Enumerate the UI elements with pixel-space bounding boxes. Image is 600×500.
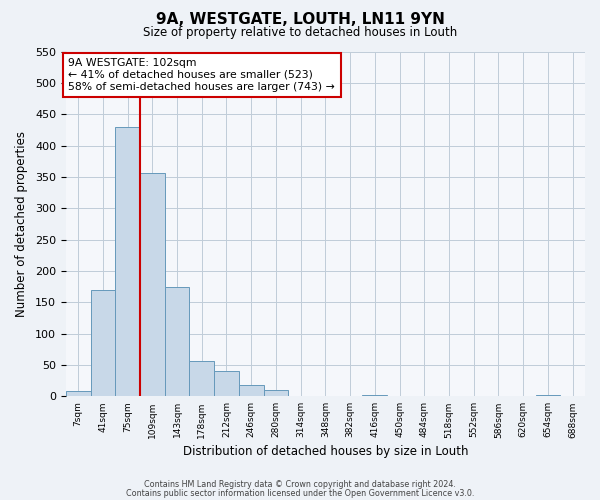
Text: 9A WESTGATE: 102sqm
← 41% of detached houses are smaller (523)
58% of semi-detac: 9A WESTGATE: 102sqm ← 41% of detached ho…	[68, 58, 335, 92]
Bar	[66, 392, 91, 396]
Text: Size of property relative to detached houses in Louth: Size of property relative to detached ho…	[143, 26, 457, 39]
Bar	[164, 286, 190, 397]
Text: 9A, WESTGATE, LOUTH, LN11 9YN: 9A, WESTGATE, LOUTH, LN11 9YN	[155, 12, 445, 28]
Bar	[263, 390, 289, 396]
Text: Contains HM Land Registry data © Crown copyright and database right 2024.: Contains HM Land Registry data © Crown c…	[144, 480, 456, 489]
Bar	[140, 172, 164, 396]
Bar	[536, 395, 560, 396]
Bar	[190, 361, 214, 396]
Text: Contains public sector information licensed under the Open Government Licence v3: Contains public sector information licen…	[126, 488, 474, 498]
X-axis label: Distribution of detached houses by size in Louth: Distribution of detached houses by size …	[182, 444, 468, 458]
Y-axis label: Number of detached properties: Number of detached properties	[15, 131, 28, 317]
Bar	[214, 371, 239, 396]
Bar	[91, 290, 115, 397]
Bar	[115, 126, 140, 396]
Bar	[362, 395, 387, 396]
Bar	[239, 385, 263, 396]
